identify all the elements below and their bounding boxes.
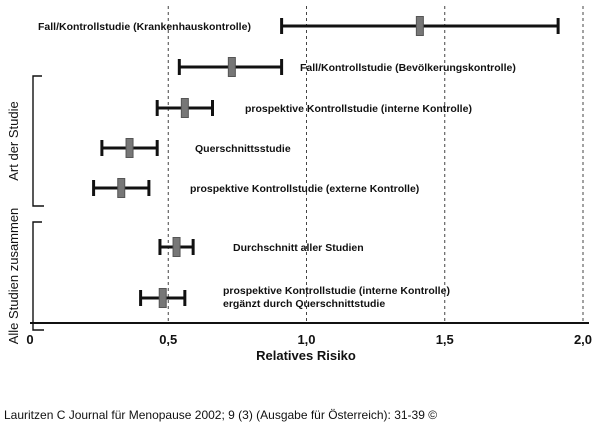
x-tick-label-0: 0 (26, 332, 33, 347)
x-axis-ticks: 0 0,5 1,0 1,5 2,0 (26, 332, 592, 347)
point-estimate-4 (117, 178, 126, 198)
point-estimate-6 (158, 288, 167, 308)
study-row-2: prospektive Kontrollstudie (interne Kont… (155, 98, 472, 118)
study-label-5: Durchschnitt aller Studien (233, 242, 364, 254)
study-label-2: prospektive Kontrollstudie (interne Kont… (245, 103, 472, 115)
study-rows: Fall/Kontrollstudie (Krankenhauskontroll… (38, 16, 560, 310)
study-label-4: prospektive Kontrollstudie (externe Kont… (190, 183, 419, 195)
study-row-1: Fall/Kontrollstudie (Bevölkerungskontrol… (177, 57, 516, 77)
study-row-6: prospektive Kontrollstudie (interne Kont… (139, 285, 450, 310)
group-bracket-0 (32, 75, 44, 207)
point-estimate-0 (415, 16, 424, 36)
study-label-3: Querschnittsstudie (195, 143, 291, 155)
group-bracket-1 (32, 221, 44, 331)
group-brackets: Art der Studie Alle Studien zusammen (6, 75, 44, 345)
x-tick-label-3: 1,5 (436, 332, 454, 347)
study-label-1: Fall/Kontrollstudie (Bevölkerungskontrol… (300, 62, 516, 74)
group-label-0: Art der Studie (6, 101, 21, 181)
study-label-6-1: ergänzt durch Querschnittstudie (223, 298, 385, 310)
study-row-5: Durchschnitt aller Studien (158, 237, 364, 257)
point-estimate-2 (180, 98, 189, 118)
gridlines (167, 6, 584, 323)
point-estimate-1 (227, 57, 236, 77)
point-estimate-3 (125, 138, 134, 158)
group-label-1: Alle Studien zusammen (6, 208, 21, 345)
x-tick-label-4: 2,0 (574, 332, 592, 347)
study-label-0: Fall/Kontrollstudie (Krankenhauskontroll… (38, 21, 251, 33)
study-row-4: prospektive Kontrollstudie (externe Kont… (92, 178, 419, 198)
point-estimate-5 (172, 237, 181, 257)
study-row-0: Fall/Kontrollstudie (Krankenhauskontroll… (38, 16, 560, 36)
source-caption: Lauritzen C Journal für Menopause 2002; … (4, 408, 438, 422)
x-tick-label-1: 0,5 (159, 332, 177, 347)
x-axis-title: Relatives Risiko (256, 348, 356, 363)
study-label-6-0: prospektive Kontrollstudie (interne Kont… (223, 285, 450, 297)
x-tick-label-2: 1,0 (297, 332, 315, 347)
study-row-3: Querschnittsstudie (100, 138, 291, 158)
